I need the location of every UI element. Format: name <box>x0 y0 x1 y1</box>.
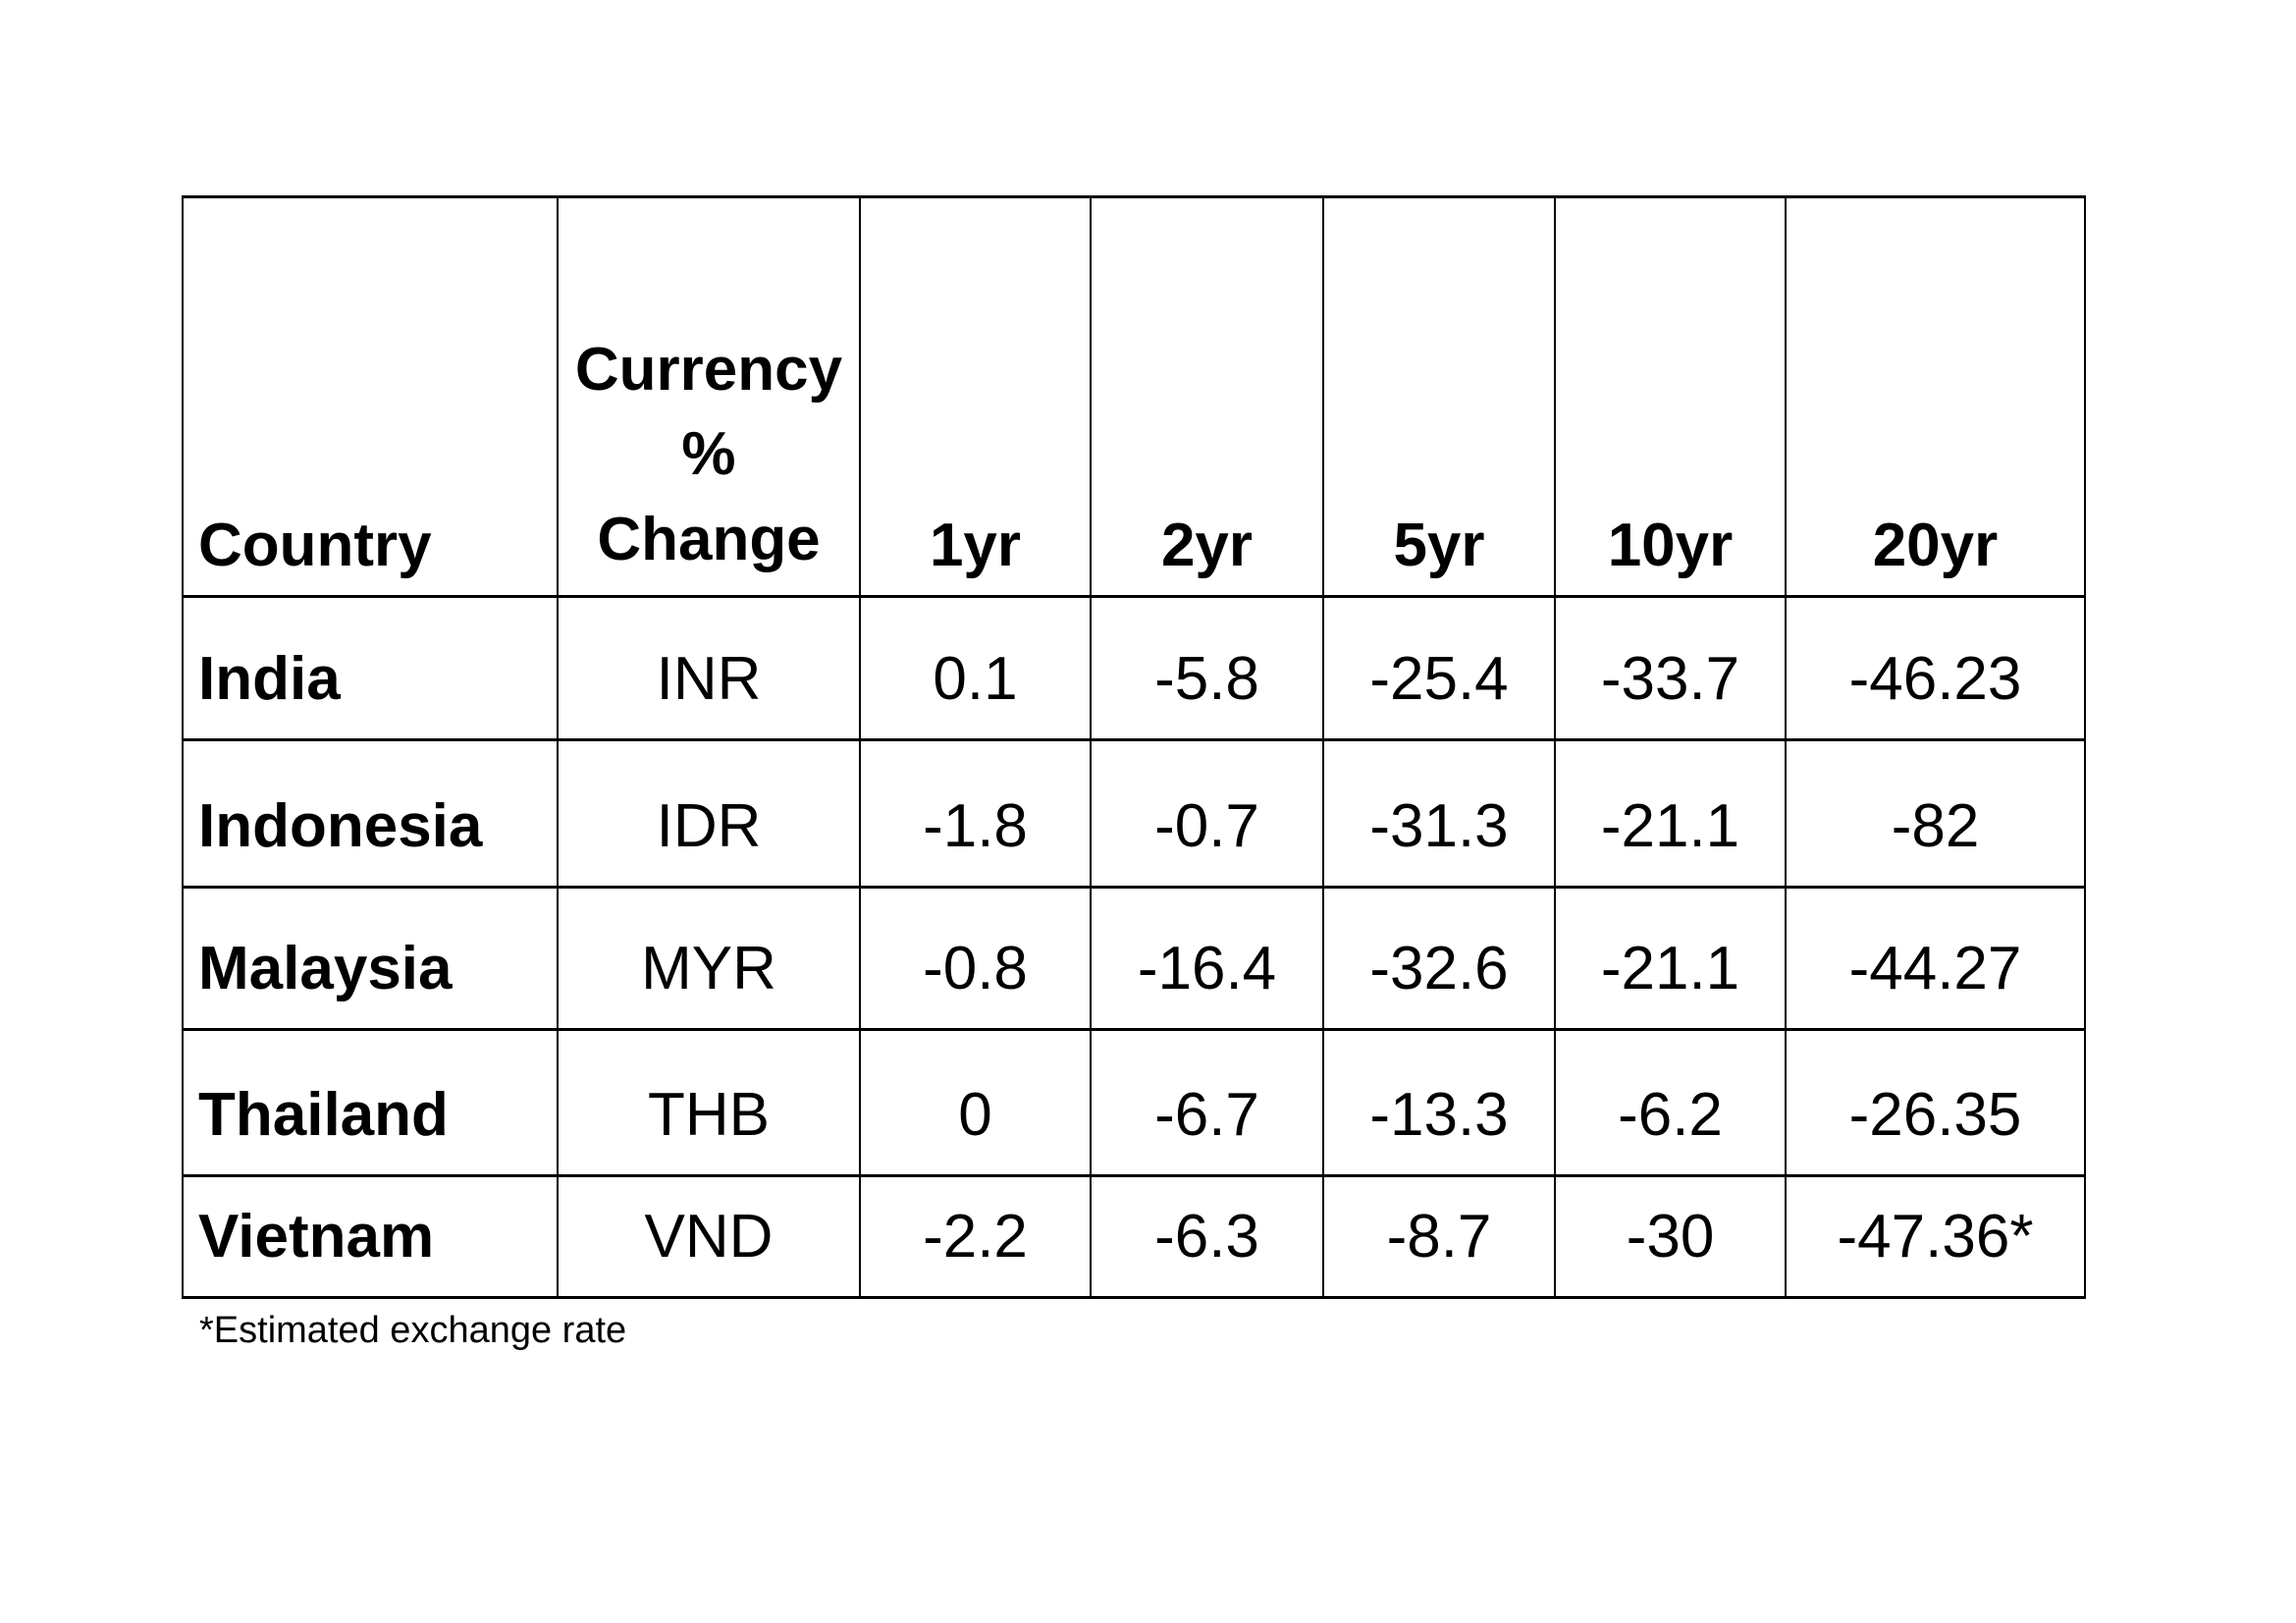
header-10yr: 10yr <box>1554 195 1787 598</box>
table-row-malaysia: Malaysia MYR -0.8 -16.4 -32.6 -21.1 -44.… <box>182 886 2086 1031</box>
header-2yr: 2yr <box>1090 195 1324 598</box>
value-cell-20yr: -46.23 <box>1785 595 2086 741</box>
value-cell-1yr: -2.2 <box>859 1174 1092 1299</box>
value-cell-5yr: -25.4 <box>1322 595 1556 741</box>
currency-code-cell: VND <box>557 1174 861 1299</box>
value-cell-5yr: -13.3 <box>1322 1028 1556 1177</box>
value-cell-20yr: -47.36* <box>1785 1174 2086 1299</box>
value-cell-2yr: -5.8 <box>1090 595 1324 741</box>
table-row-india: India INR 0.1 -5.8 -25.4 -33.7 -46.23 <box>182 595 2086 741</box>
value-cell-10yr: -6.2 <box>1554 1028 1787 1177</box>
value-cell-5yr: -8.7 <box>1322 1174 1556 1299</box>
value-cell-5yr: -32.6 <box>1322 886 1556 1031</box>
country-cell: Vietnam <box>182 1174 559 1299</box>
value-cell-10yr: -21.1 <box>1554 886 1787 1031</box>
value-cell-1yr: -0.8 <box>859 886 1092 1031</box>
value-cell-2yr: -16.4 <box>1090 886 1324 1031</box>
currency-code-cell: THB <box>557 1028 861 1177</box>
header-currency-pct-change: Currency % Change <box>557 195 861 598</box>
country-cell: Malaysia <box>182 886 559 1031</box>
country-cell: India <box>182 595 559 741</box>
table-header-row: Country Currency % Change 1yr 2yr 5yr 10… <box>182 195 2086 598</box>
header-5yr: 5yr <box>1322 195 1556 598</box>
currency-code-cell: MYR <box>557 886 861 1031</box>
currency-code-cell: INR <box>557 595 861 741</box>
currency-header-lines: Currency % Change <box>564 328 853 583</box>
value-cell-2yr: -6.7 <box>1090 1028 1324 1177</box>
value-cell-1yr: 0 <box>859 1028 1092 1177</box>
currency-change-table: Country Currency % Change 1yr 2yr 5yr 10… <box>182 195 2086 1299</box>
header-currency-line-2: % <box>681 420 736 489</box>
value-cell-20yr: -82 <box>1785 738 2086 889</box>
value-cell-5yr: -31.3 <box>1322 738 1556 889</box>
value-cell-1yr: 0.1 <box>859 595 1092 741</box>
value-cell-2yr: -0.7 <box>1090 738 1324 889</box>
currency-code-cell: IDR <box>557 738 861 889</box>
header-20yr: 20yr <box>1785 195 2086 598</box>
table-row-thailand: Thailand THB 0 -6.7 -13.3 -6.2 -26.35 <box>182 1028 2086 1177</box>
value-cell-10yr: -21.1 <box>1554 738 1787 889</box>
value-cell-1yr: -1.8 <box>859 738 1092 889</box>
value-cell-20yr: -44.27 <box>1785 886 2086 1031</box>
value-cell-20yr: -26.35 <box>1785 1028 2086 1177</box>
table-row-indonesia: Indonesia IDR -1.8 -0.7 -31.3 -21.1 -82 <box>182 738 2086 889</box>
header-currency-line-1: Currency <box>574 335 843 404</box>
header-1yr: 1yr <box>859 195 1092 598</box>
table-row-vietnam: Vietnam VND -2.2 -6.3 -8.7 -30 -47.36* <box>182 1174 2086 1299</box>
country-cell: Thailand <box>182 1028 559 1177</box>
header-country: Country <box>182 195 559 598</box>
value-cell-10yr: -30 <box>1554 1174 1787 1299</box>
value-cell-2yr: -6.3 <box>1090 1174 1324 1299</box>
footnote-estimated-exchange-rate: *Estimated exchange rate <box>199 1310 627 1351</box>
header-currency-line-3: Change <box>597 506 821 574</box>
country-cell: Indonesia <box>182 738 559 889</box>
value-cell-10yr: -33.7 <box>1554 595 1787 741</box>
